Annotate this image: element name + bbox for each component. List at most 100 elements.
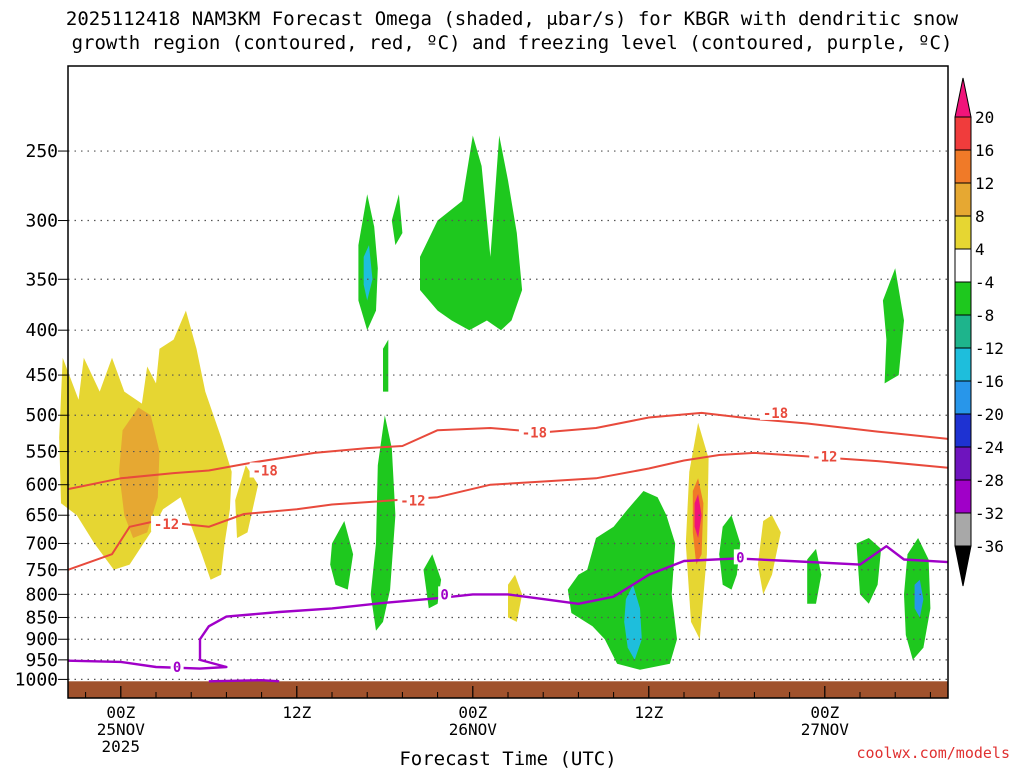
colorbar-box-7 [954, 314, 972, 349]
omega-shading-layer [59, 135, 931, 670]
y-tick-label-1000: 1000 [15, 669, 58, 690]
colorbar-box-12 [954, 479, 972, 514]
cyan-area-2 [624, 584, 642, 660]
colorbar-box-6 [954, 281, 972, 316]
y-tick-label-850: 850 [25, 607, 58, 628]
x-tick-label-0-2: 2025 [102, 737, 141, 756]
colorbar-box-3 [954, 182, 972, 217]
colorbar: 20 16 12 8 4 -4 -8 -12 -16 -20 -24 -28 -32 -36 [954, 77, 1004, 587]
y-tick-label-650: 650 [25, 505, 58, 526]
colorbar-label-6: -8 [975, 306, 994, 325]
y-tick-label-750: 750 [25, 560, 58, 581]
colorbar-box-11 [954, 446, 972, 481]
y-tick-label-350: 350 [25, 269, 58, 290]
colorbar-label-8: -16 [975, 372, 1004, 391]
colorbar-box-9 [954, 380, 972, 415]
colorbar-label-2: 12 [975, 174, 994, 193]
chart-title-line-2: growth region (contoured, red, ºC) and f… [71, 32, 953, 54]
colorbar-box-13 [954, 512, 972, 547]
y-tick-label-550: 550 [25, 442, 58, 463]
green-area-2 [391, 194, 403, 246]
green-area-9 [719, 515, 741, 590]
contour-label-8: 0 [736, 550, 744, 566]
contour-label-bg [397, 492, 429, 508]
blue-area-1 [914, 579, 924, 618]
contour-label-0: -18 [252, 463, 277, 479]
colorbar-label-1: 16 [975, 141, 994, 160]
y-tick-label-900: 900 [25, 629, 58, 650]
x-tick-label-2-1: 26NOV [449, 720, 498, 739]
x-tick-label-2-0: 00Z [458, 703, 487, 722]
contour-label-7: 0 [440, 587, 448, 603]
colorbar-label-12: -32 [975, 504, 1004, 523]
x-tick-label-4-1: 27NOV [801, 720, 850, 739]
green-area-5 [383, 339, 389, 392]
y-tick-label-250: 250 [25, 141, 58, 162]
colorbar-label-11: -28 [975, 471, 1004, 490]
colorbar-label-4: 4 [975, 240, 985, 259]
contour-label-bg [249, 462, 281, 478]
y-tick-label-600: 600 [25, 475, 58, 496]
colorbar-top-arrow [954, 77, 972, 118]
freezing-contour-1 [208, 679, 280, 683]
contour-label-4: -18 [763, 406, 788, 422]
colorbar-label-5: -4 [975, 273, 994, 292]
colorbar-box-1 [954, 116, 972, 151]
terrain-ground [68, 681, 948, 698]
colorbar-label-7: -12 [975, 339, 1004, 358]
colorbar-box-5 [954, 248, 972, 283]
chart-title-line-1: 2025112418 NAM3KM Forecast Omega (shaded… [65, 8, 959, 30]
contour-label-bg [760, 404, 792, 420]
watermark: coolwx.com/models [856, 744, 1010, 762]
colorbar-label-0: 20 [975, 108, 994, 127]
x-axis-label: Forecast Time (UTC) [399, 748, 616, 768]
y-tick-label-950: 950 [25, 650, 58, 671]
colorbar-label-13: -36 [975, 537, 1004, 556]
colorbar-box-10 [954, 413, 972, 448]
green-area-3 [420, 135, 523, 331]
orange-area-1 [119, 407, 160, 538]
green-area-11 [882, 268, 904, 384]
y-axis: 2503003504004505005506006507007508008509… [15, 141, 68, 690]
y-tick-label-450: 450 [25, 365, 58, 386]
contour-label-bg [809, 448, 841, 464]
green-area-6 [330, 521, 354, 590]
x-tick-label-3-0: 12Z [634, 703, 663, 722]
yellow-area-5 [508, 574, 523, 622]
green-area-4 [370, 415, 396, 631]
green-area-10 [807, 548, 822, 604]
contour-label-5: -12 [812, 449, 837, 465]
yellow-area-4 [757, 515, 781, 595]
contour-label-bg [518, 424, 550, 440]
cyan-area-1 [363, 245, 373, 301]
contour-labels: -18 -12 -12 -18 -18 -12 0 0 0 [151, 404, 841, 676]
magenta-area-1 [694, 494, 702, 538]
colorbar-box-8 [954, 347, 972, 382]
x-tick-label-4-0: 00Z [810, 703, 839, 722]
x-tick-label-0-1: 25NOV [97, 720, 146, 739]
green-area-7 [423, 554, 442, 609]
y-tick-label-800: 800 [25, 584, 58, 605]
contour-label-bg [170, 659, 184, 675]
contour-label-bg [151, 515, 183, 531]
contour-label-6: 0 [173, 660, 181, 676]
y-tick-label-300: 300 [25, 211, 58, 232]
yellow-area-2 [235, 465, 259, 538]
x-tick-label-1-0: 12Z [282, 703, 311, 722]
contour-label-1: -12 [154, 517, 179, 533]
colorbar-label-9: -20 [975, 405, 1004, 424]
y-tick-label-400: 400 [25, 320, 58, 341]
contour-label-bg [438, 586, 452, 602]
x-tick-label-0-0: 00Z [106, 703, 135, 722]
colorbar-bottom-arrow [954, 545, 972, 587]
contour-label-bg [733, 549, 747, 565]
colorbar-box-2 [954, 149, 972, 184]
freezing-contour-0 [67, 545, 949, 670]
contour-label-2: -12 [400, 493, 425, 509]
y-tick-label-700: 700 [25, 533, 58, 554]
contour-label-3: -18 [522, 425, 547, 441]
y-tick-label-500: 500 [25, 405, 58, 426]
colorbar-label-3: 8 [975, 207, 985, 226]
